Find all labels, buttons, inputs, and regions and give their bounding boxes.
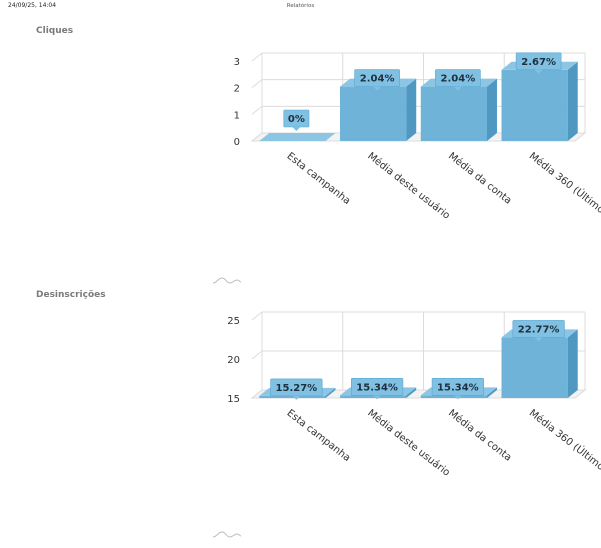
y-tick-label: 2 [234, 84, 240, 95]
data-label-pointer [292, 127, 301, 131]
data-label-pointer [373, 395, 382, 400]
cliques-chart: 0 1 2 3 0% Esta campanha 2.04% Média deste usuá… [234, 52, 601, 222]
bar-side [406, 78, 417, 141]
y-tick-label: 25 [227, 316, 240, 327]
data-label-box [270, 378, 323, 397]
data-label-text: 2.04% [360, 74, 395, 85]
data-label-pointer [534, 337, 543, 342]
bar-front [420, 395, 487, 398]
data-label: 15.34% [351, 378, 404, 400]
x-tick-label: Esta campanha [285, 151, 353, 207]
bar-front [340, 395, 407, 398]
bar [420, 78, 497, 141]
y-tick-label: 15 [227, 394, 240, 405]
y-tick-label: 3 [234, 57, 240, 68]
data-label: 22.77% [512, 320, 565, 342]
y-tick-label: 1 [234, 110, 240, 121]
x-tick-label: Esta campanha [285, 408, 353, 464]
bar-side [486, 78, 497, 141]
bar-front [259, 395, 326, 398]
chart-title-desinscricoes: Desinscrições [36, 290, 106, 300]
data-label: 2.67% [515, 52, 562, 74]
bar-side [486, 387, 497, 398]
y-tick-label: 20 [227, 355, 240, 366]
data-label-box [431, 378, 484, 396]
data-label: 2.04% [354, 69, 400, 91]
bar-top [259, 133, 336, 141]
wave-icon [212, 277, 242, 284]
data-label: 15.27% [270, 378, 323, 400]
data-label-pointer [453, 86, 462, 91]
x-tick-label: Média 360 (Últimos [527, 406, 601, 476]
wave-icon [212, 531, 242, 538]
data-label-text: 15.34% [356, 382, 398, 393]
data-label-pointer [373, 86, 382, 91]
data-label-pointer [534, 69, 543, 74]
bar-front [420, 86, 487, 141]
data-label-box [351, 378, 404, 396]
print-date: 24/09/25, 14:04 [8, 2, 57, 9]
x-tick-label: Média deste usuário [365, 150, 452, 222]
gridline-depth [251, 311, 263, 321]
data-label-text: 22.77% [518, 324, 560, 335]
x-tick-label: Média da conta [446, 150, 514, 207]
data-label-pointer [292, 395, 301, 400]
gridline-depth [251, 52, 263, 62]
chart-title-cliques: Cliques [36, 26, 74, 36]
data-label-text: 2.67% [521, 57, 556, 68]
bar [501, 61, 578, 141]
bar [259, 133, 336, 142]
y-tick-label: 0 [234, 137, 240, 148]
gridline-depth [251, 79, 263, 89]
bar-front [501, 69, 568, 141]
print-title: Relatórios [286, 3, 315, 9]
x-tick-label: Média da conta [446, 407, 514, 464]
gridline-depth [251, 350, 263, 360]
bar-side [567, 329, 578, 398]
gridline-depth [251, 105, 263, 115]
data-label: 2.04% [435, 69, 481, 91]
bar-side [567, 61, 578, 141]
data-label: 0% [283, 109, 310, 131]
data-label-box [512, 320, 565, 338]
data-label-text: 15.34% [437, 382, 479, 393]
bar-side [406, 387, 417, 398]
data-label-text: 0% [288, 114, 305, 125]
bar-front [501, 337, 568, 398]
data-label: 15.34% [431, 378, 484, 400]
data-label-pointer [453, 395, 462, 400]
data-label-text: 15.27% [276, 383, 318, 394]
data-label-text: 2.04% [441, 74, 476, 85]
x-tick-label: Média 360 (Últimos [527, 149, 601, 219]
bar-side [325, 387, 336, 398]
desinscricoes-chart: 15 20 25 15.27% Esta campanha 15.34% Média des… [227, 311, 601, 479]
bar-front [340, 86, 407, 141]
x-tick-label: Média deste usuário [365, 407, 452, 479]
